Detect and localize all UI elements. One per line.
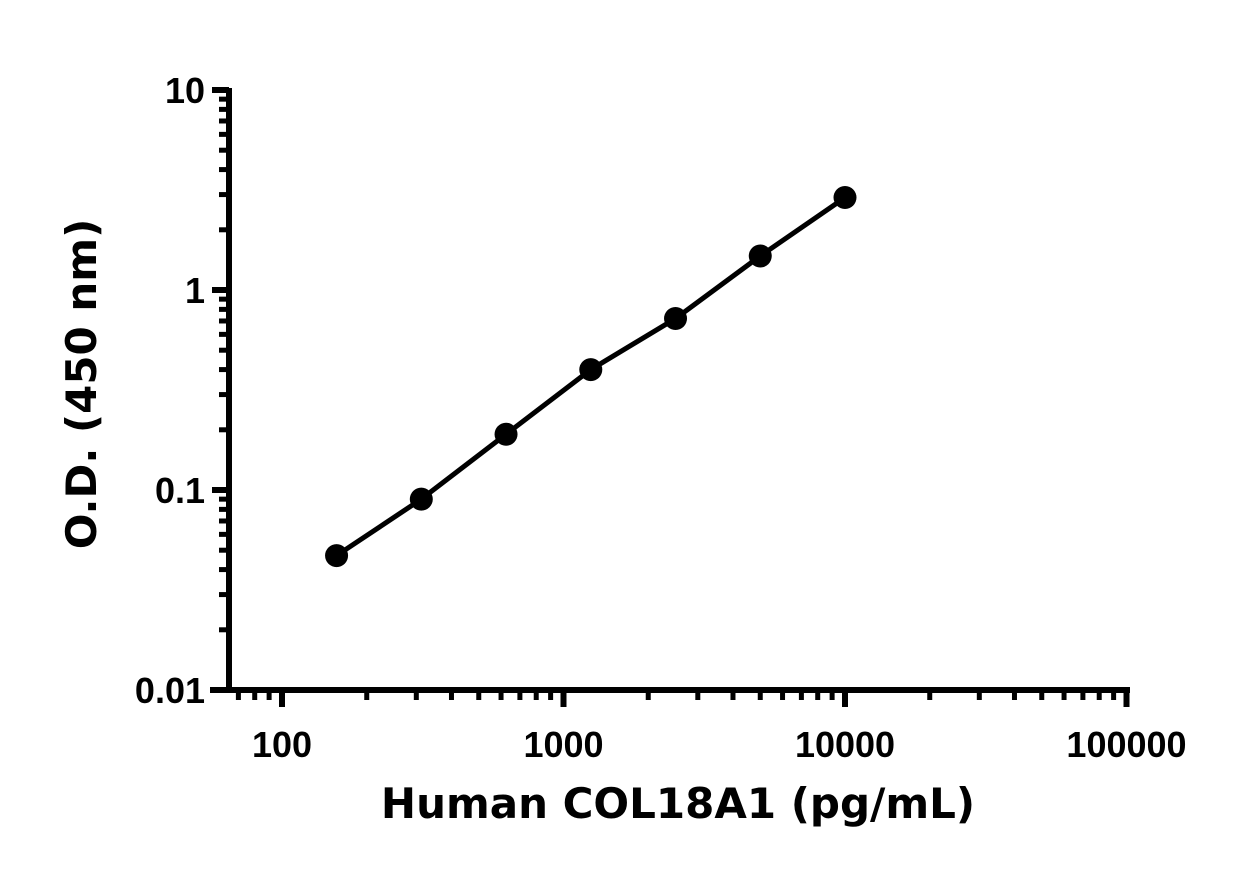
x-axis: 100 1000 10000 100000: [210, 687, 1187, 765]
data-point: [409, 487, 433, 511]
x-tick-label: 100: [252, 724, 312, 765]
x-axis-title: Human COL18A1 (pg/mL): [381, 779, 975, 828]
data-point: [664, 307, 688, 331]
x-tick-label: 100000: [1066, 724, 1186, 765]
data-point: [833, 186, 857, 210]
x-tick-label: 1000: [523, 724, 603, 765]
x-tick-label: 10000: [795, 724, 895, 765]
y-tick-label: 10: [165, 70, 205, 111]
y-tick-label: 1: [185, 270, 205, 311]
y-axis-title: O.D. (450 nm): [57, 219, 106, 550]
plot-area: [325, 186, 857, 568]
data-point: [325, 544, 349, 568]
y-axis: 0.01 0.1 1 10: [135, 70, 232, 711]
y-tick-label: 0.01: [135, 670, 205, 711]
data-point: [494, 422, 518, 446]
data-point: [579, 358, 603, 382]
data-point: [748, 244, 772, 268]
y-tick-label: 0.1: [155, 470, 205, 511]
